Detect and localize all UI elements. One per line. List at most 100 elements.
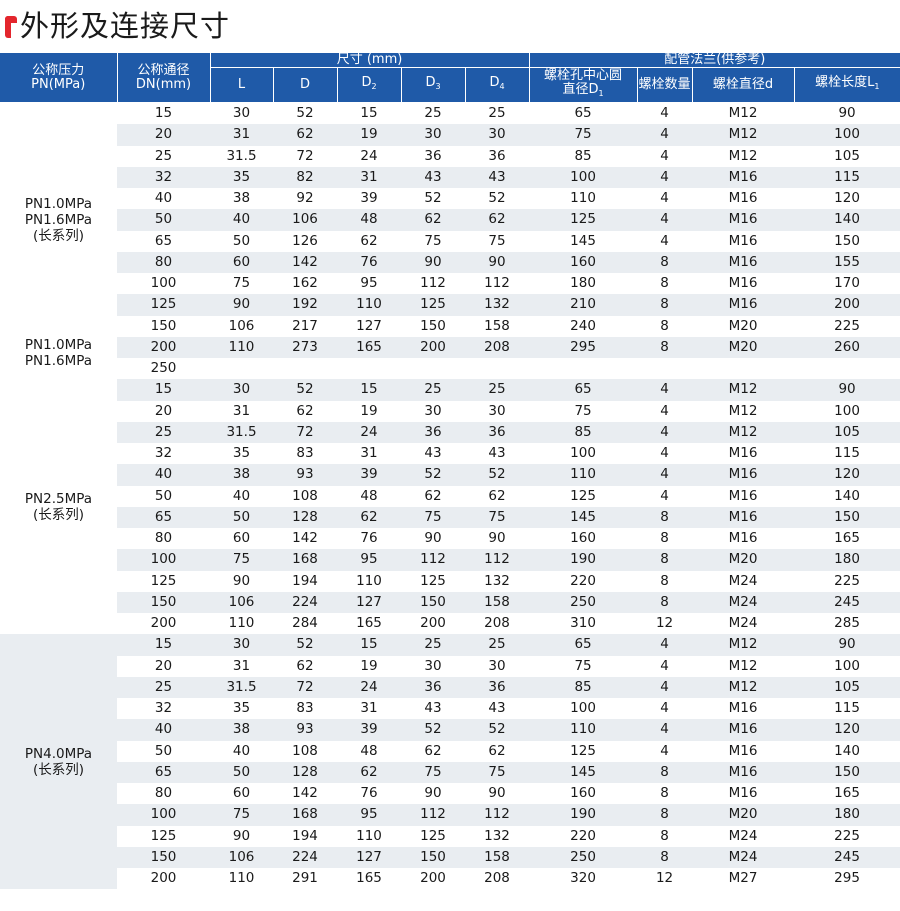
table-cell: M16	[728, 742, 758, 759]
table-cell: 60	[232, 530, 251, 547]
table-row: 250	[0, 358, 900, 379]
table-cell: 40	[232, 487, 251, 504]
table-cell: M16	[728, 232, 758, 249]
table-cell: 31	[337, 166, 401, 188]
table-cell: 25	[465, 379, 530, 401]
table-cell: 43	[401, 166, 465, 188]
table-cell: 8	[660, 275, 669, 292]
table-cell: 115	[834, 700, 860, 717]
table-cell: 127	[337, 591, 401, 613]
table-cell: 40	[117, 464, 210, 486]
table-row: 25 31.5 72 24 36 36 85 4 M12 105	[0, 421, 900, 443]
table-cell: 180	[570, 275, 596, 292]
table-cell: 150	[834, 232, 860, 249]
table-cell: 90	[401, 251, 465, 273]
table-cell: M20	[692, 804, 795, 826]
table-cell: 30	[401, 124, 465, 146]
table-cell: 15	[337, 379, 401, 401]
table-cell: 36	[424, 147, 442, 164]
table-cell: 8	[660, 785, 669, 802]
table-cell: 4	[660, 657, 669, 674]
table-cell: 48	[337, 209, 401, 231]
table-cell: 200	[401, 336, 465, 358]
table-row: 50 40 106 48 62 62 125 4 M16 140	[0, 209, 900, 231]
table-cell: 62	[401, 209, 465, 231]
table-cell: 36	[488, 147, 506, 164]
table-cell: 4	[637, 379, 693, 401]
table-cell: M16	[692, 464, 795, 486]
table-cell: 150	[401, 591, 465, 613]
table-cell: M12	[692, 676, 795, 698]
table-cell: 30	[232, 105, 251, 122]
table-row: 25 31.5 72 24 36 36 85 4 M12 105	[0, 676, 900, 698]
table-cell	[210, 358, 273, 379]
table-cell: 125	[420, 827, 446, 844]
table-cell: 4	[660, 147, 669, 164]
table-cell: M20	[692, 336, 795, 358]
table-cell: 60	[210, 251, 273, 273]
table-row: PN2.5MPa (长系列) 15 30 52 15 25 25 65 4 M12 90	[0, 379, 900, 523]
table-cell: 30	[424, 402, 442, 419]
table-row: 100 75 168 95 112 112 190 8 M20 180	[0, 804, 900, 826]
table-row: 50 40 108 48 62 62 125 4 M16 140	[0, 741, 900, 762]
table-cell: 158	[465, 846, 530, 868]
table-cell: M16	[728, 487, 758, 504]
table-cell: 115	[794, 166, 900, 188]
table-cell: 32	[117, 166, 210, 188]
title-bar: 外形及连接尺寸	[0, 0, 900, 53]
pressure-group-label: PN2.5MPa (长系列)	[24, 490, 93, 523]
table-cell: 82	[273, 166, 337, 188]
table-cell: 100	[150, 275, 177, 292]
table-cell: 50	[232, 232, 251, 249]
table-cell: 72	[273, 421, 337, 443]
table-cell: 85	[529, 676, 638, 698]
table-cell: 31	[210, 124, 273, 146]
table-cell: M20	[692, 549, 795, 571]
table-cell: M12	[692, 421, 795, 443]
table-cell: 90	[794, 379, 900, 401]
table-cell: 31	[232, 657, 251, 674]
table-cell: 165	[356, 870, 382, 887]
header-D4: D4	[465, 67, 530, 103]
header-dimensions-group: 尺寸 (mm)	[210, 53, 530, 68]
table-cell: 62	[360, 232, 378, 249]
table-cell: 39	[337, 719, 401, 741]
table-cell: 52	[424, 190, 442, 207]
table-row: 150 106 217 127 150 158 240 8 M20 225	[0, 316, 900, 337]
table-cell: 75	[465, 506, 530, 528]
table-cell: 40	[154, 190, 173, 207]
title-accent-mark	[5, 16, 17, 38]
table-cell: 4	[637, 209, 693, 231]
table-cell: M12	[692, 634, 795, 656]
table-cell: 110	[337, 294, 401, 316]
pressure-group-label: PN1.0MPa PN1.6MPa (长系列)	[24, 195, 93, 244]
table-row: 20 31 62 19 30 30 75 4 M12 100	[0, 124, 900, 146]
table-cell: 105	[794, 676, 900, 698]
table-cell: 110	[228, 870, 255, 887]
table-cell: 93	[273, 719, 337, 741]
table-cell: 52	[488, 190, 506, 207]
table-cell: 50	[154, 487, 173, 504]
table-cell: 132	[484, 572, 510, 589]
table-cell: 38	[210, 719, 273, 741]
table-cell: 112	[401, 804, 465, 826]
table-row: 80 60 142 76 90 90 160 8 M16 155	[0, 251, 900, 273]
table-cell: 50	[154, 742, 173, 759]
table-row: PN4.0MPa (长系列) 15 30 52 15 25 25 65 4 M12 90	[0, 634, 900, 890]
table-row: 200 110 284 165 200 208 310 12 M24 285	[0, 613, 900, 634]
table-cell: 295	[834, 870, 860, 887]
table-cell: 52	[401, 719, 465, 741]
table-cell: 110	[529, 719, 638, 741]
table-cell: 76	[360, 530, 378, 547]
table-cell: 100	[834, 402, 860, 419]
table-cell: 150	[401, 846, 465, 868]
table-cell: 50	[210, 506, 273, 528]
table-row: 125 90 194 110 125 132 220 8 M24 225	[0, 571, 900, 592]
table-cell: 142	[273, 251, 337, 273]
table-cell: 25	[117, 676, 210, 698]
table-row: 80 60 142 76 90 90 160 8 M16 165	[0, 528, 900, 549]
table-cell: 85	[529, 421, 638, 443]
table-row: 65 50 128 62 75 75 145 8 M16 150	[0, 761, 900, 783]
table-cell: 36	[465, 676, 530, 698]
table-cell: M16	[728, 275, 758, 292]
